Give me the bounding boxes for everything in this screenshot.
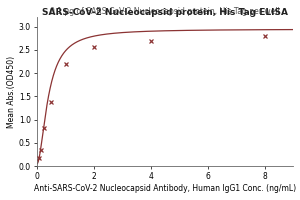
X-axis label: Anti-SARS-CoV-2 Nucleocapsid Antibody, Human IgG1 Conc. (ng/mL): Anti-SARS-CoV-2 Nucleocapsid Antibody, H… [34,184,296,193]
Y-axis label: Mean Abs.(OD450): Mean Abs.(OD450) [7,56,16,128]
Text: 0.1 μg of SARS-CoV-2 Nucleocapsid protein, His Tag per well: 0.1 μg of SARS-CoV-2 Nucleocapsid protei… [50,7,280,16]
Title: SARS-CoV-2 Nucleocapsid protein, His Tag ELISA: SARS-CoV-2 Nucleocapsid protein, His Tag… [42,8,288,17]
